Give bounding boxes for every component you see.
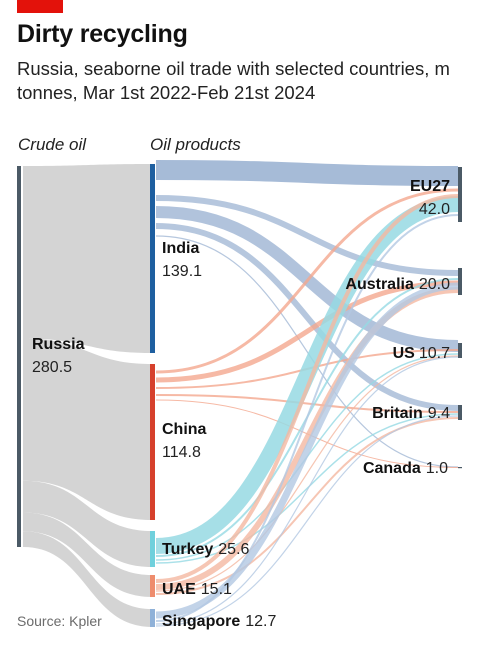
chart-title: Dirty recycling (17, 20, 188, 48)
label-singapore: Singapore 12.7 (162, 613, 276, 630)
node-singapore (150, 609, 155, 627)
flow-uae-eu27 (155, 194, 459, 583)
value-eu27: 42.0 (419, 201, 450, 218)
flow-china-australia (155, 280, 459, 383)
node-us (458, 343, 462, 358)
node-india (150, 164, 155, 353)
node-russia (17, 166, 21, 547)
node-australia (458, 268, 462, 295)
node-turkey (150, 531, 155, 567)
label-eu27: EU27 (410, 178, 450, 195)
value-china: 114.8 (162, 444, 201, 461)
flow-russia-india (23, 164, 152, 353)
label-russia: Russia (32, 336, 85, 353)
flow-india-eu27 (155, 160, 459, 186)
label-uae: UAE 15.1 (162, 581, 232, 598)
flow-china-eu27 (155, 188, 459, 374)
destination-flows-layer (155, 160, 459, 627)
flow-india-britain (155, 223, 459, 411)
label-canada: Canada 1.0 (363, 460, 448, 477)
node-china (150, 364, 155, 520)
chart-subtitle: Russia, seaborne oil trade with selected… (17, 58, 450, 103)
flow-russia-singapore (23, 531, 152, 627)
flow-singapore-britain (155, 415, 459, 627)
label-turkey: Turkey 25.6 (162, 541, 250, 558)
node-britain (458, 405, 462, 420)
flow-turkey-eu27 (155, 196, 459, 554)
label-australia: Australia 20.0 (345, 276, 450, 293)
header-crude-oil: Crude oil (18, 135, 87, 154)
label-india: India (162, 240, 199, 257)
russia-flows-layer (23, 164, 152, 627)
label-us: US 10.7 (393, 345, 450, 362)
node-eu27 (458, 167, 462, 222)
brand-tag (17, 0, 63, 13)
value-russia: 280.5 (32, 359, 72, 376)
flow-india-australia (155, 195, 459, 276)
flow-singapore-us (155, 356, 459, 625)
flow-singapore-australia (155, 282, 459, 619)
label-china: China (162, 421, 207, 438)
flow-singapore-eu27 (155, 214, 459, 622)
nodes-layer (17, 164, 462, 627)
node-canada (458, 467, 462, 469)
flow-turkey-britain (155, 413, 459, 564)
header-oil-products: Oil products (150, 135, 241, 154)
flow-india-canada (155, 235, 459, 468)
flow-russia-china (23, 338, 152, 520)
value-india: 139.1 (162, 263, 202, 280)
source-note: Source: Kpler (17, 613, 102, 629)
flow-uae-us (155, 355, 459, 592)
flow-china-britain (155, 394, 459, 413)
label-britain: Britain 9.4 (372, 405, 450, 422)
node-uae (150, 575, 155, 597)
flow-russia-uae (23, 512, 152, 597)
flow-russia-turkey (23, 480, 152, 567)
